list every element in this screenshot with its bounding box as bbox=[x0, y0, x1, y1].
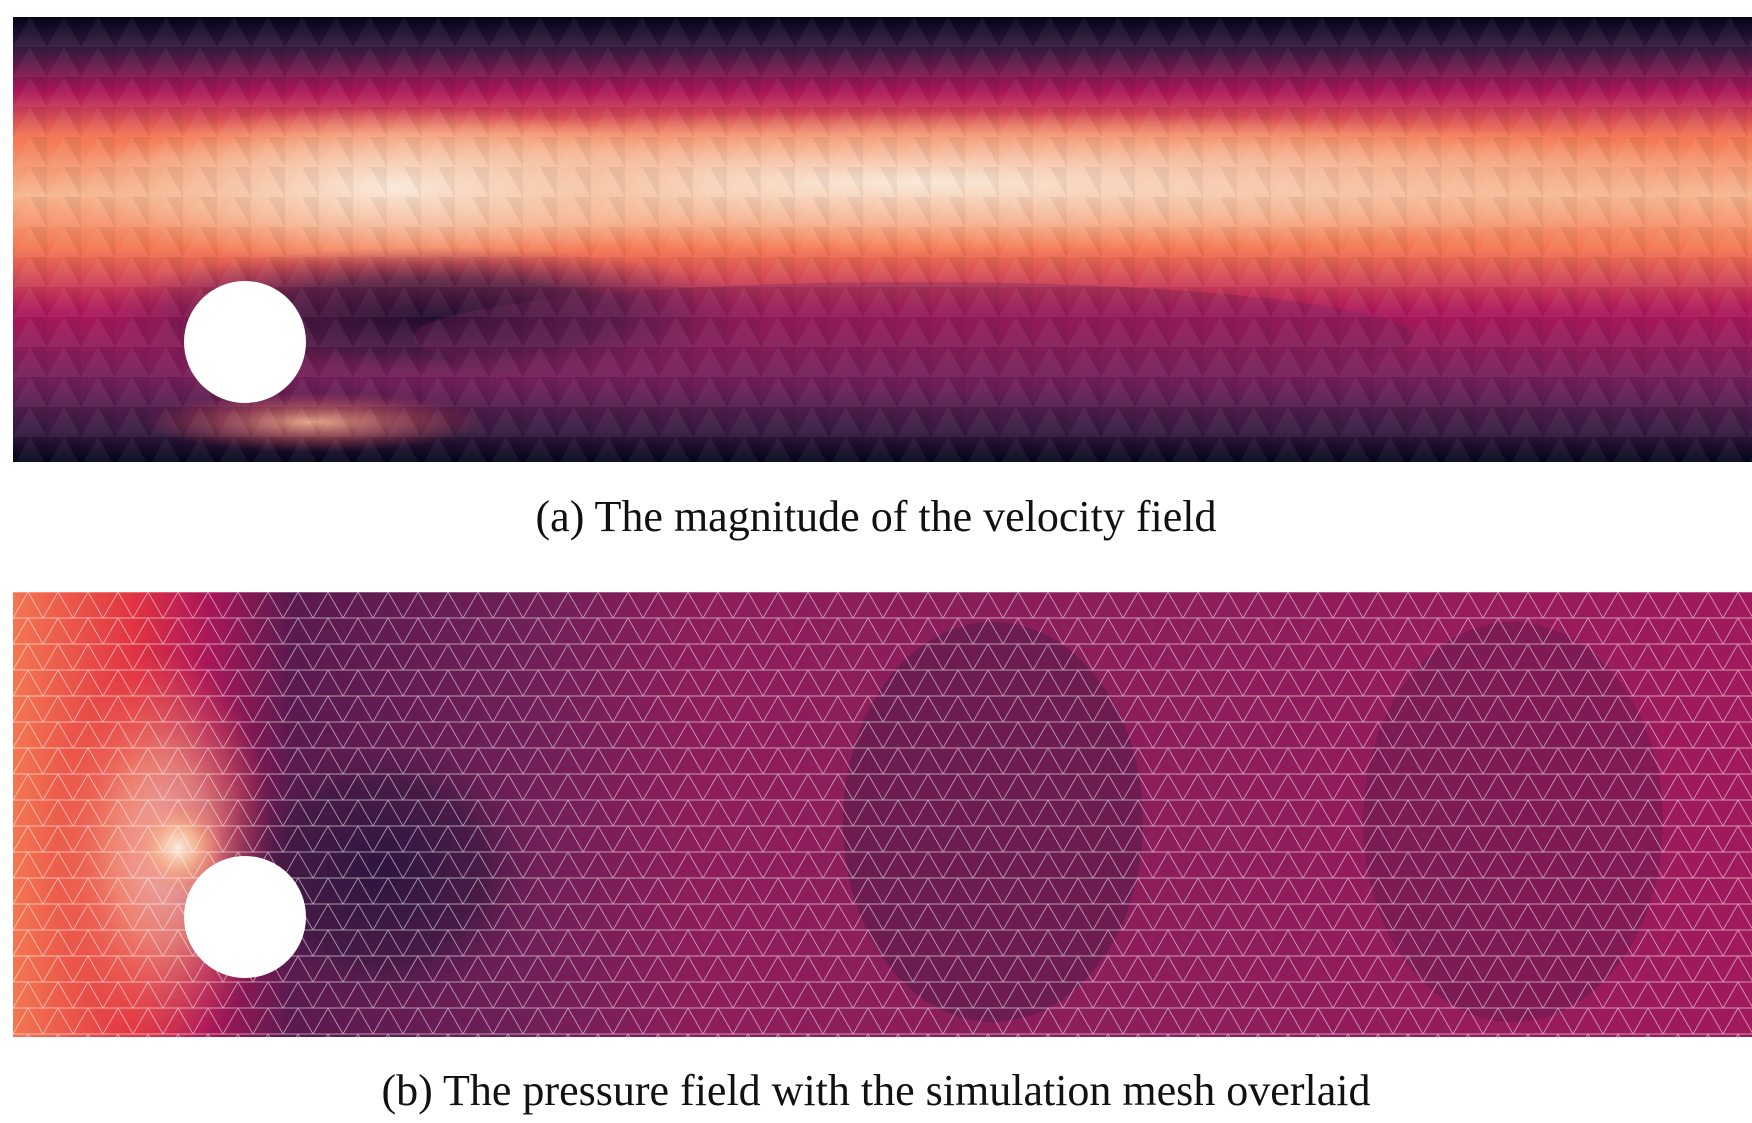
caption-b: (b) The pressure field with the simulati… bbox=[381, 1066, 1371, 1115]
pressure-field-svg bbox=[13, 592, 1752, 1037]
velocity-field-plot bbox=[13, 17, 1752, 462]
velocity-field-svg bbox=[13, 17, 1752, 462]
obstacle-cylinder-b bbox=[184, 856, 306, 978]
velocity-mesh-texture bbox=[13, 17, 1752, 462]
simulation-mesh bbox=[13, 592, 1752, 1037]
pressure-field-plot bbox=[13, 592, 1752, 1037]
obstacle-cylinder-a bbox=[184, 281, 306, 403]
caption-a: (a) The magnitude of the velocity field bbox=[535, 492, 1217, 541]
